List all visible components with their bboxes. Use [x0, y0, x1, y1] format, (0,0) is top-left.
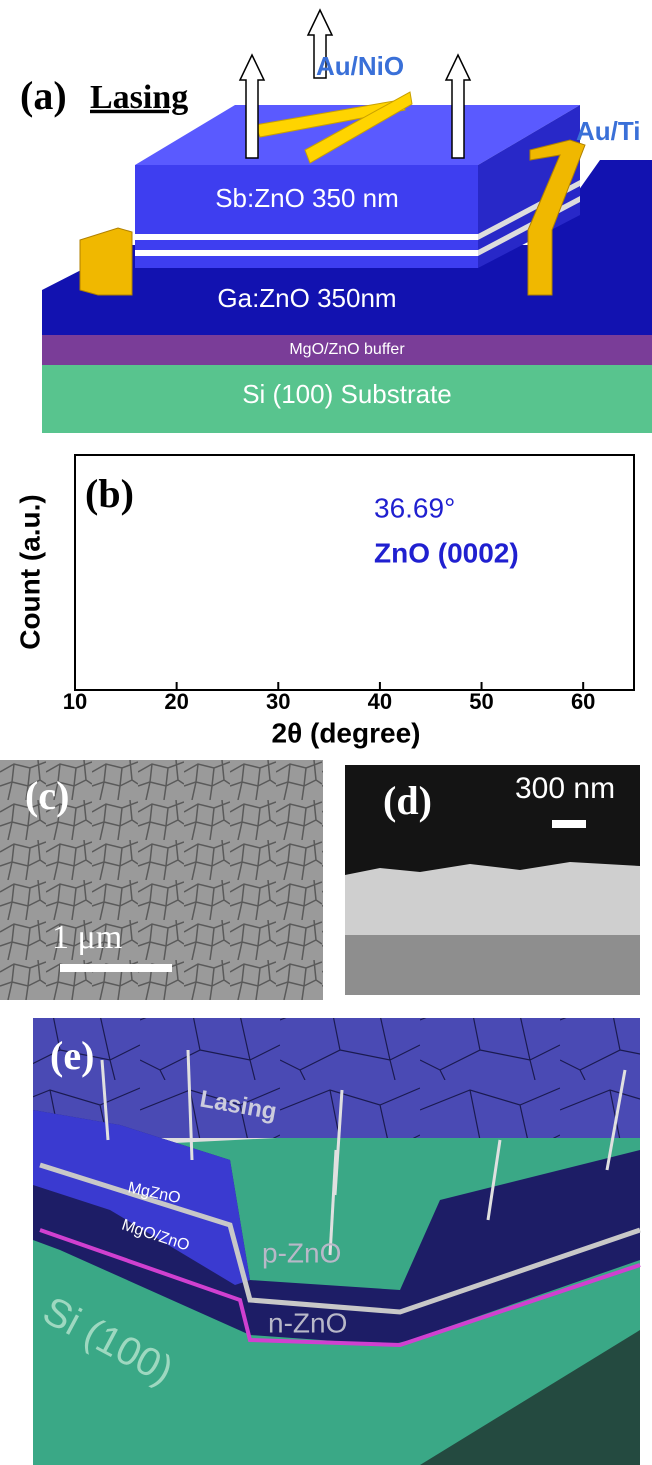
scale-bar-label: 300 nm	[515, 772, 615, 805]
scale-bar	[552, 820, 586, 828]
panel-label: (c)	[25, 773, 69, 818]
layer-label: n-ZnO	[268, 1307, 347, 1338]
x-axis-label: 2θ (degree)	[272, 717, 421, 748]
x-tick-label: 40	[368, 689, 392, 714]
scale-bar-label: 1 μm	[52, 919, 122, 956]
annotation: ZnO (0002)	[374, 537, 519, 568]
scale-bar	[60, 964, 172, 972]
panel-label: (e)	[50, 1033, 94, 1078]
x-tick-label: 50	[469, 689, 493, 714]
stripe	[135, 234, 478, 240]
x-tick-label: 30	[266, 689, 290, 714]
layer-label: p-ZnO	[262, 1237, 341, 1268]
panel-label: (b)	[85, 471, 134, 516]
substrate	[345, 935, 640, 995]
panel-b: (b) 36.69° ZnO (0002) 2θ (degree) Count …	[14, 455, 634, 748]
panel-e: (e) Lasing MgZnO MgO/ZnO p-ZnO n-ZnO Si …	[33, 1018, 640, 1465]
panel-a: (a) Lasing Au/NiO Au/Ti Sb:ZnO 350 nm Ga…	[20, 10, 652, 433]
plot-frame	[75, 455, 634, 690]
x-tick-label: 10	[63, 689, 87, 714]
panel-c: (c) 1 μm	[0, 760, 323, 1000]
y-axis-label: Count (a.u.)	[14, 494, 45, 650]
panel-label: (d)	[383, 778, 432, 823]
lasing-label: Lasing	[90, 79, 188, 116]
figure: (a) Lasing Au/NiO Au/Ti Sb:ZnO 350 nm Ga…	[0, 0, 652, 1465]
layer-label: MgO/ZnO buffer	[289, 341, 405, 358]
annotation: 36.69°	[374, 492, 455, 523]
panel-d: (d) 300 nm	[345, 765, 640, 995]
layer-label: Ga:ZnO 350nm	[217, 283, 396, 313]
layer-label: Si (100) Substrate	[242, 379, 452, 409]
panel-label: (a)	[20, 73, 67, 118]
film	[345, 862, 640, 935]
contact-label: Au/Ti	[576, 116, 641, 146]
electrode	[80, 228, 132, 295]
top-surface	[33, 1018, 640, 1138]
contact-label: Au/NiO	[316, 51, 404, 81]
stripe	[135, 250, 478, 256]
x-tick-label: 60	[571, 689, 595, 714]
x-tick-label: 20	[164, 689, 188, 714]
layer-label: Sb:ZnO 350 nm	[215, 183, 399, 213]
